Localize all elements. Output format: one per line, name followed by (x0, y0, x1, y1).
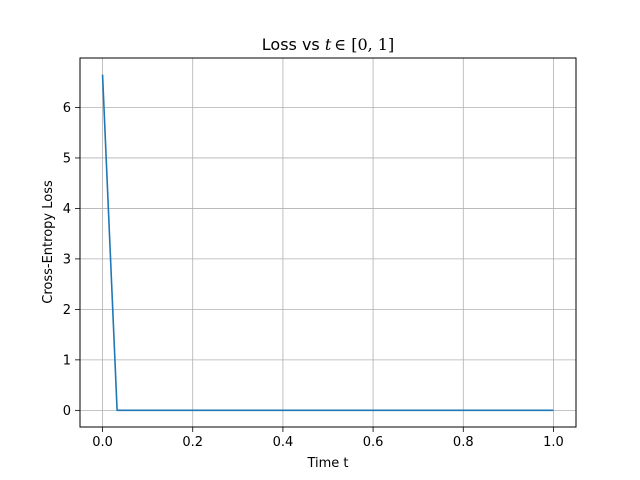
y-tick-label: 1 (63, 353, 71, 368)
y-axis-label: Cross-Entropy Loss (41, 180, 56, 304)
series-layer (101, 74, 554, 412)
x-tick-label: 0.4 (273, 435, 294, 450)
y-tick-label: 3 (63, 252, 71, 267)
y-tick-label: 6 (63, 101, 71, 116)
title-prefix: Loss vs (262, 35, 325, 54)
x-tick-label: 0.6 (363, 435, 384, 450)
x-tick-label: 0.2 (182, 435, 203, 450)
y-axis-ticks: 0 1 2 3 4 5 6 (63, 101, 80, 419)
title-set: ∈ [0, 1] (334, 35, 394, 54)
grid-lines (80, 58, 576, 427)
title-variable: t (325, 35, 332, 54)
x-axis-ticks: 0.0 0.2 0.4 0.6 0.8 1.0 (92, 427, 564, 450)
x-tick-label: 0.0 (92, 435, 113, 450)
x-tick-label: 1.0 (543, 435, 564, 450)
x-axis-label: Time t (306, 456, 348, 471)
y-tick-label: 0 (63, 404, 71, 419)
y-tick-label: 5 (63, 151, 71, 166)
y-tick-label: 4 (63, 202, 71, 217)
chart-title: Loss vs t ∈ [0, 1] (262, 35, 394, 54)
x-tick-label: 0.8 (453, 435, 474, 450)
y-tick-label: 2 (63, 303, 71, 318)
series-line-0 (101, 74, 554, 412)
plot-frame (79, 57, 577, 428)
